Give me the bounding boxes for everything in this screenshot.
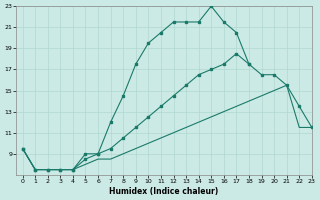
X-axis label: Humidex (Indice chaleur): Humidex (Indice chaleur)	[109, 187, 219, 196]
